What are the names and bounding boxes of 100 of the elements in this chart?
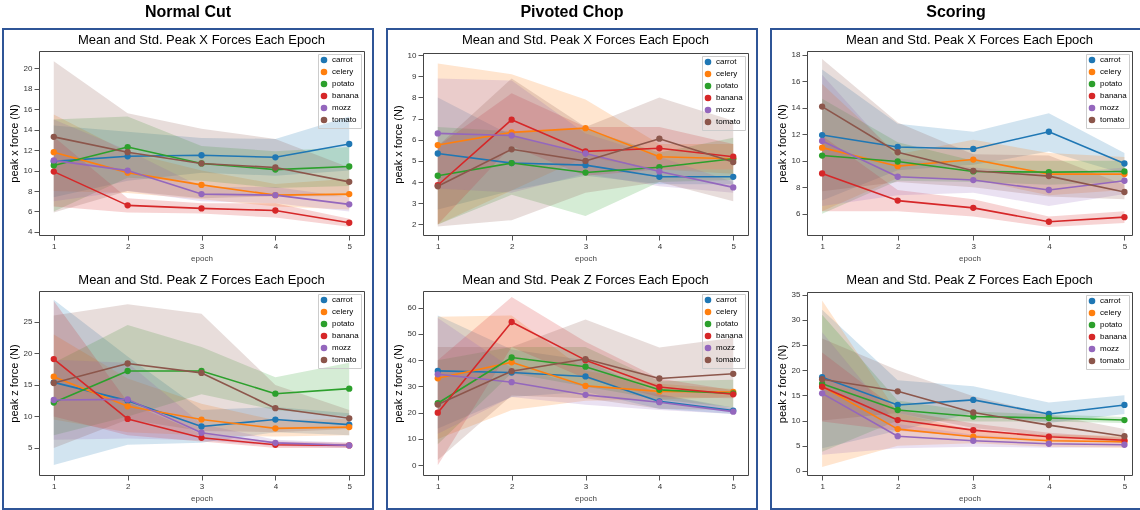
x-tick-label: 3: [583, 241, 589, 251]
x-tick-label: 5: [731, 241, 737, 251]
point: [124, 367, 131, 375]
x-axis-title: epoch: [575, 253, 597, 263]
point: [970, 396, 977, 404]
point: [508, 146, 515, 153]
point: [1045, 433, 1053, 440]
x-tick-label: 3: [583, 481, 589, 491]
legend-label: banana: [716, 331, 744, 340]
y-tick-label: 20: [23, 348, 34, 358]
point: [582, 373, 589, 380]
point: [124, 202, 131, 209]
point: [1121, 416, 1128, 424]
point: [1121, 401, 1128, 409]
legend-label: celery: [1100, 308, 1122, 317]
point: [818, 170, 826, 177]
legend-label: banana: [332, 331, 360, 340]
point: [198, 416, 205, 423]
point: [894, 416, 901, 424]
x-tick-label: 2: [125, 481, 131, 491]
y-tick-label: 6: [28, 206, 34, 216]
point: [818, 152, 826, 159]
legend-label: potato: [716, 319, 739, 328]
point: [656, 168, 663, 175]
legend-label: tomato: [716, 117, 742, 126]
point: [346, 219, 353, 226]
point: [50, 168, 57, 175]
point: [198, 205, 205, 212]
point: [818, 137, 826, 145]
point: [434, 172, 441, 179]
point: [656, 153, 663, 160]
y-tick-label: 18: [23, 84, 34, 94]
point: [198, 181, 205, 189]
y-tick-label: 8: [28, 186, 34, 196]
point: [582, 363, 589, 370]
y-tick-label: 12: [23, 145, 34, 155]
y-tick-label: 18: [791, 50, 802, 60]
point: [656, 173, 663, 180]
point: [272, 425, 279, 432]
legend-label: carrot: [1100, 55, 1122, 64]
point: [508, 318, 515, 326]
point: [1045, 218, 1053, 225]
x-tick-label: 2: [895, 241, 901, 251]
point: [894, 173, 901, 180]
legend-label: banana: [332, 91, 360, 100]
point: [50, 355, 57, 363]
point: [894, 143, 901, 151]
text: Scoring: [925, 3, 987, 21]
chart-title: Mean and Std. Peak Z Forces Each Epoch: [78, 272, 325, 287]
point: [124, 360, 131, 367]
point: [508, 116, 515, 123]
x-axis-title: epoch: [191, 493, 213, 503]
legend-label: tomato: [1100, 356, 1126, 365]
point: [272, 154, 279, 161]
legend-label: carrot: [716, 295, 738, 304]
legend-label: tomato: [332, 355, 358, 364]
y-tick-label: 25: [23, 317, 34, 327]
point: [730, 184, 737, 191]
y-tick-label: 14: [791, 103, 802, 113]
legend-label: celery: [1100, 67, 1122, 76]
point: [434, 141, 441, 149]
point: [198, 434, 205, 441]
y-tick-label: 2: [412, 219, 418, 229]
y-tick-label: 10: [407, 50, 418, 60]
y-axis-title: peak x force (N): [391, 105, 404, 184]
text: Pivoted Chop: [519, 3, 625, 21]
chart-title: Mean and Std. Peak Z Forces Each Epoch: [846, 271, 1093, 287]
x-axis-title: epoch: [575, 493, 597, 503]
point: [970, 437, 977, 444]
legend-label: celery: [332, 307, 354, 316]
y-axis-title: peak z force (N): [7, 344, 20, 423]
point: [346, 140, 353, 148]
y-tick-label: 4: [28, 227, 34, 237]
y-tick-label: 10: [23, 166, 34, 176]
y-tick-label: 50: [407, 329, 418, 339]
point: [1121, 433, 1128, 440]
y-tick-label: 8: [412, 92, 418, 102]
y-tick-label: 30: [791, 315, 802, 325]
point: [656, 145, 663, 152]
y-axis-title: peak z force (N): [775, 344, 788, 424]
x-tick-label: 1: [436, 241, 442, 251]
point: [434, 130, 441, 137]
y-tick-label: 25: [791, 340, 802, 350]
point: [198, 190, 205, 198]
legend-label: carrot: [1100, 296, 1122, 305]
x-tick-label: 4: [273, 241, 279, 251]
legend-label: celery: [332, 67, 354, 76]
x-tick-label: 4: [657, 241, 663, 251]
legend-label: banana: [1100, 332, 1128, 341]
y-tick-label: 9: [412, 71, 418, 81]
y-tick-label: 0: [412, 460, 418, 470]
x-tick-label: 2: [895, 481, 901, 491]
point: [894, 433, 901, 440]
point: [434, 150, 441, 157]
legend-label: banana: [1100, 91, 1128, 100]
x-tick-label: 3: [971, 481, 977, 491]
point: [272, 416, 279, 423]
point: [970, 145, 977, 153]
point: [894, 425, 901, 433]
point: [818, 103, 826, 110]
